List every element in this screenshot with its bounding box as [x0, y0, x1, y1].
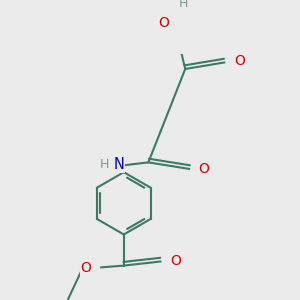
Text: O: O	[158, 16, 169, 30]
Text: H: H	[99, 158, 109, 171]
Text: O: O	[234, 54, 245, 68]
Text: O: O	[170, 254, 181, 268]
Text: O: O	[81, 261, 92, 275]
Text: N: N	[113, 157, 124, 172]
Text: H: H	[179, 0, 188, 10]
Text: O: O	[199, 162, 209, 176]
